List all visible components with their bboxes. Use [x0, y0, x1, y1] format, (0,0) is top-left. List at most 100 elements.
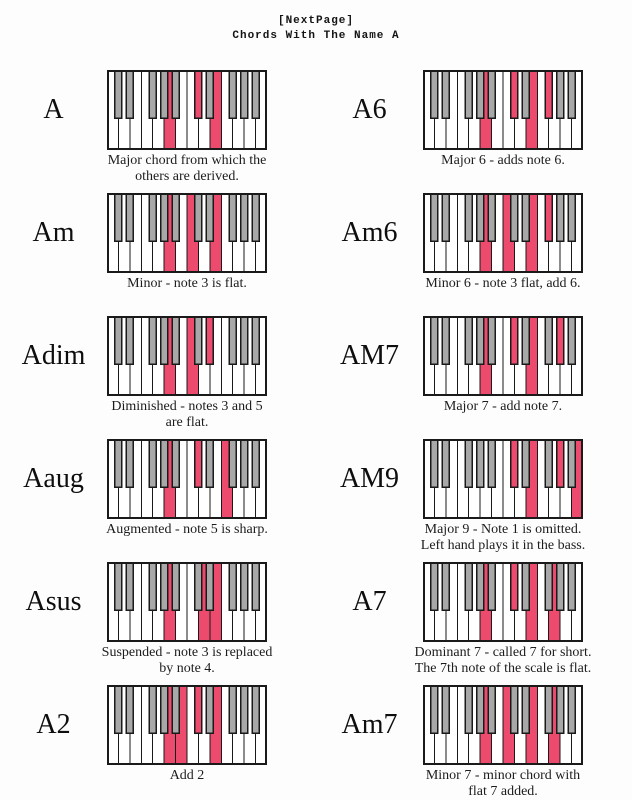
chord-caption-line: by note 4. — [159, 661, 215, 676]
black-key — [430, 193, 439, 242]
piano-keyboard-diagram — [423, 70, 583, 150]
chord-name: Am — [32, 217, 75, 248]
black-key — [544, 316, 553, 365]
keyboard-border — [107, 439, 267, 519]
black-key — [567, 685, 576, 734]
black-key — [171, 685, 180, 734]
black-key — [544, 562, 553, 611]
piano-keyboard-diagram — [423, 439, 583, 519]
chord-cell: Am6 Minor 6 - note 3 flat, add 6. — [316, 193, 632, 316]
chord-diagram: Dominant 7 - called 7 for short. The 7th … — [415, 562, 591, 677]
chord-name: Am6 — [341, 217, 398, 248]
chord-cell: Aaug Augmented - note 5 is sharp. — [0, 439, 316, 562]
black-key — [567, 316, 576, 365]
black-key — [544, 685, 553, 734]
chord-caption: Diminished - notes 3 and 5 are flat. — [67, 399, 307, 431]
black-key — [239, 193, 249, 242]
black-key — [521, 562, 531, 611]
black-key — [521, 70, 531, 119]
black-key — [464, 685, 473, 734]
chord-diagram: Major 7 - add note 7. — [423, 316, 583, 415]
piano-keyboard-diagram — [107, 316, 267, 396]
chord-cell: A Major chord from which the others are d… — [0, 70, 316, 193]
chord-diagram: Diminished - notes 3 and 5 are flat. — [107, 316, 267, 431]
chord-caption-line: Major chord from which the — [107, 153, 267, 168]
black-key — [521, 685, 531, 734]
black-key — [555, 316, 565, 365]
chord-name: Adim — [21, 340, 86, 371]
black-key — [228, 685, 237, 734]
chord-diagram: Minor 6 - note 3 flat, add 6. — [423, 193, 583, 292]
black-key — [228, 70, 237, 119]
black-key — [148, 685, 157, 734]
black-key — [441, 70, 451, 119]
black-key — [441, 562, 451, 611]
chord-cell: AM7 Major 7 - add note 7. — [316, 316, 632, 439]
black-key — [228, 562, 237, 611]
black-key — [251, 439, 260, 488]
page-header: [NextPage] Chords With The Name A — [0, 0, 632, 44]
chord-name: A6 — [352, 94, 387, 125]
page-title: Chords With The Name A — [232, 30, 400, 42]
chord-caption-line: Major 6 - adds note 6. — [441, 153, 565, 168]
chord-diagram: Major chord from which the others are der… — [107, 70, 267, 185]
black-key — [441, 316, 451, 365]
piano-keyboard-diagram — [107, 562, 267, 642]
black-key — [239, 70, 249, 119]
chord-caption-line: are flat. — [165, 415, 209, 430]
black-key — [125, 70, 135, 119]
chord-caption: Major 6 - adds note 6. — [383, 153, 623, 169]
black-key — [148, 562, 157, 611]
black-key — [125, 316, 135, 365]
black-key — [430, 316, 439, 365]
keyboard-border — [423, 685, 583, 765]
black-key — [510, 70, 519, 119]
black-key — [205, 685, 215, 734]
black-key — [194, 685, 203, 734]
black-key — [475, 562, 485, 611]
black-key — [125, 439, 135, 488]
black-key — [544, 193, 553, 242]
black-key — [159, 439, 169, 488]
black-key — [194, 562, 203, 611]
black-key — [239, 685, 249, 734]
black-key — [251, 316, 260, 365]
chord-caption: Augmented - note 5 is sharp. — [67, 522, 307, 538]
keyboard-border — [107, 193, 267, 273]
black-key — [251, 193, 260, 242]
chord-diagram: Minor - note 3 is flat. — [107, 193, 267, 292]
black-key — [194, 439, 203, 488]
black-key — [510, 562, 519, 611]
black-key — [555, 70, 565, 119]
black-key — [194, 70, 203, 119]
black-key — [430, 439, 439, 488]
black-key — [555, 685, 565, 734]
black-key — [228, 316, 237, 365]
black-key — [171, 439, 180, 488]
black-key — [464, 439, 473, 488]
black-key — [464, 70, 473, 119]
black-key — [555, 439, 565, 488]
chord-cell: Am7 Minor 7 - minor chord with flat 7 add… — [316, 685, 632, 800]
black-key — [159, 685, 169, 734]
black-key — [521, 193, 531, 242]
chord-diagram: Major 9 - Note 1 is omitted. Left hand pl… — [421, 439, 585, 554]
black-key — [430, 562, 439, 611]
black-key — [567, 193, 576, 242]
chord-diagram: Augmented - note 5 is sharp. — [106, 439, 268, 538]
chord-name: A — [43, 94, 64, 125]
black-key — [171, 316, 180, 365]
chord-caption-line: Add 2 — [169, 768, 205, 783]
chord-cell: Adim Diminished - notes 3 and 5 are flat. — [0, 316, 316, 439]
black-key — [251, 685, 260, 734]
chord-caption-line: Major 7 - add note 7. — [443, 399, 563, 414]
black-key — [159, 316, 169, 365]
keyboard-border — [107, 70, 267, 150]
black-key — [205, 316, 215, 365]
black-key — [441, 439, 451, 488]
black-key — [510, 316, 519, 365]
piano-keyboard-diagram — [107, 439, 267, 519]
black-key — [159, 70, 169, 119]
black-key — [430, 70, 439, 119]
